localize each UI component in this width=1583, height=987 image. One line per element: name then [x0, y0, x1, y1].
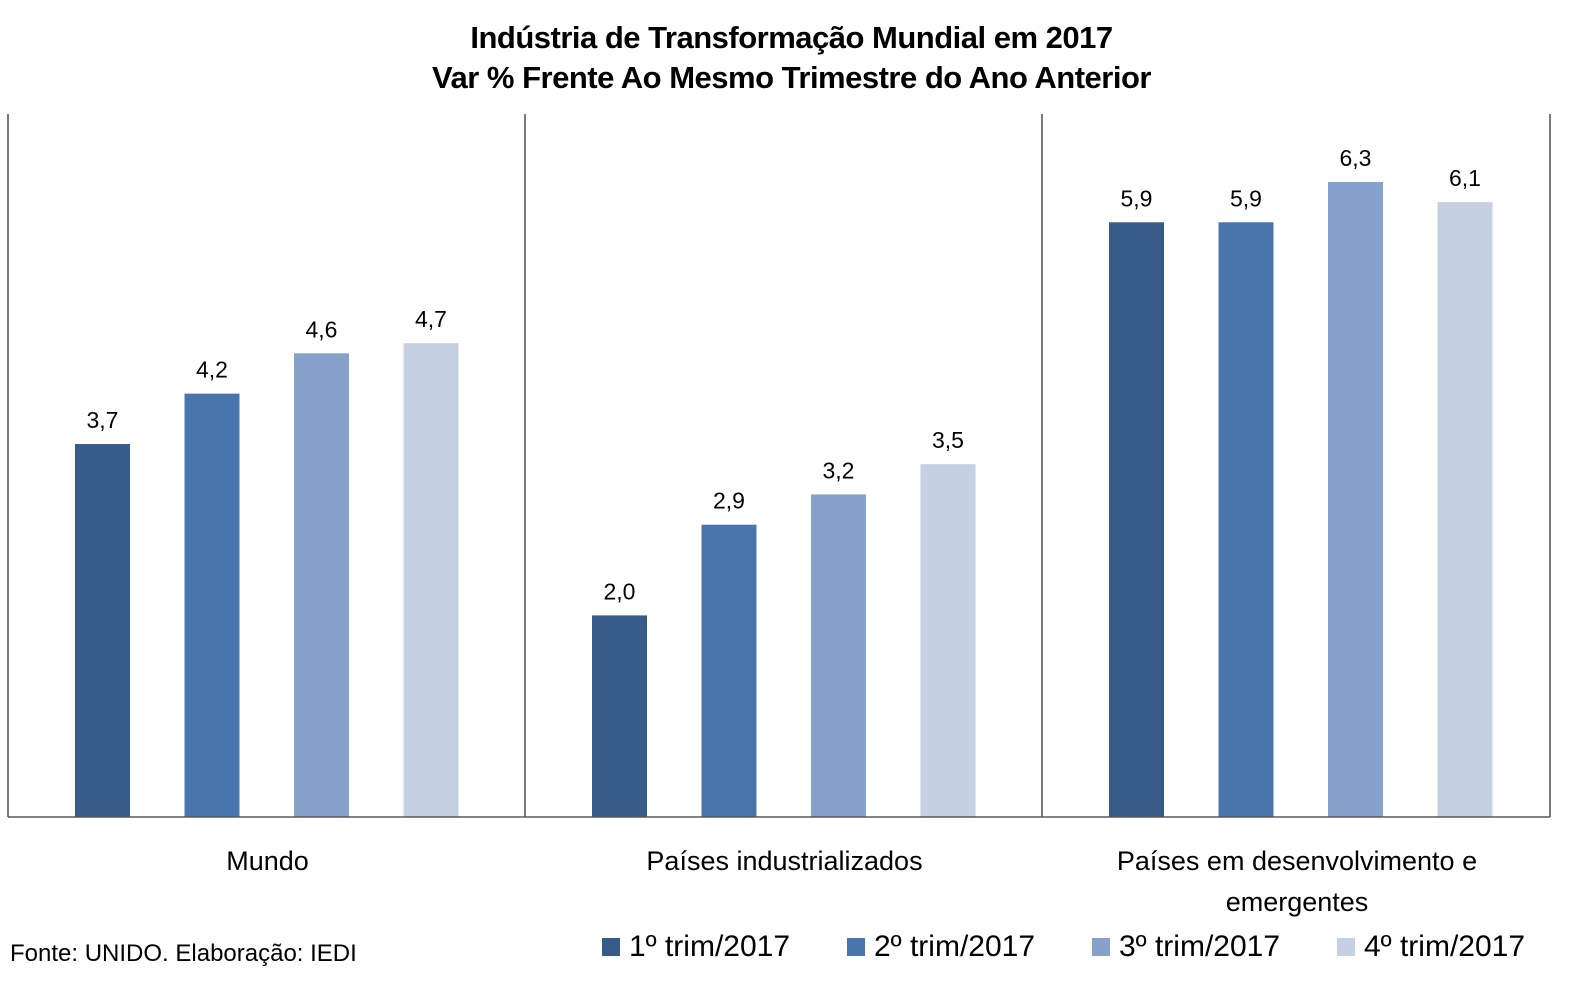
- chart-subtitle: Var % Frente Ao Mesmo Trimestre do Ano A…: [432, 60, 1151, 95]
- bar: [1109, 222, 1164, 817]
- bar: [75, 444, 130, 817]
- data-label: 2,9: [713, 488, 745, 514]
- data-label: 5,9: [1121, 185, 1153, 211]
- legend: 1º trim/2017 2º trim/2017 3º trim/2017 4º t…: [0, 930, 1583, 970]
- legend-item: 4º trim/2017: [1337, 930, 1525, 964]
- bar: [1218, 222, 1274, 817]
- bar: [920, 464, 976, 817]
- bar: [701, 524, 757, 817]
- legend-item: 2º trim/2017: [847, 930, 1035, 964]
- category-label: Mundo: [226, 846, 309, 876]
- bar: [1437, 202, 1493, 817]
- bar: [811, 494, 866, 817]
- data-label: 4,6: [306, 316, 338, 342]
- category-label: Países industrializados: [646, 846, 922, 876]
- legend-swatch: [1337, 938, 1355, 956]
- legend-item: 3º trim/2017: [1092, 930, 1280, 964]
- legend-swatch: [847, 938, 865, 956]
- data-label: 6,1: [1449, 165, 1481, 191]
- bar: [1328, 181, 1383, 817]
- legend-item: 1º trim/2017: [602, 930, 790, 964]
- legend-label: 4º trim/2017: [1364, 930, 1526, 963]
- legend-label: 2º trim/2017: [874, 930, 1036, 963]
- bar: [403, 343, 459, 817]
- bar: [184, 393, 240, 817]
- data-label: 5,9: [1230, 185, 1262, 211]
- legend-swatch: [1092, 938, 1110, 956]
- legend-swatch: [602, 938, 620, 956]
- data-label: 6,3: [1340, 145, 1372, 171]
- data-label: 2,0: [604, 578, 636, 604]
- chart-title: Indústria de Transformação Mundial em 20…: [470, 20, 1113, 55]
- data-label: 3,5: [932, 427, 964, 453]
- chart-title-block: Indústria de Transformação Mundial em 20…: [0, 18, 1583, 98]
- source-note: Fonte: UNIDO. Elaboração: IEDI: [10, 940, 357, 967]
- category-label: Países em desenvolvimento e: [1117, 846, 1477, 876]
- bar-chart: 3,7 4,2 4,6 4,7 2,0 2,9 3,2 3,5 5,9 5,9 6,3 6,1 Mund…: [7, 114, 1551, 917]
- category-label: emergentes: [1226, 887, 1369, 917]
- data-label: 4,2: [196, 357, 228, 383]
- bar: [592, 615, 647, 817]
- data-label: 4,7: [415, 306, 447, 332]
- bar: [294, 353, 349, 817]
- legend-label: 3º trim/2017: [1119, 930, 1281, 963]
- legend-label: 1º trim/2017: [629, 930, 791, 963]
- data-label: 3,2: [823, 457, 855, 483]
- data-label: 3,7: [87, 407, 119, 433]
